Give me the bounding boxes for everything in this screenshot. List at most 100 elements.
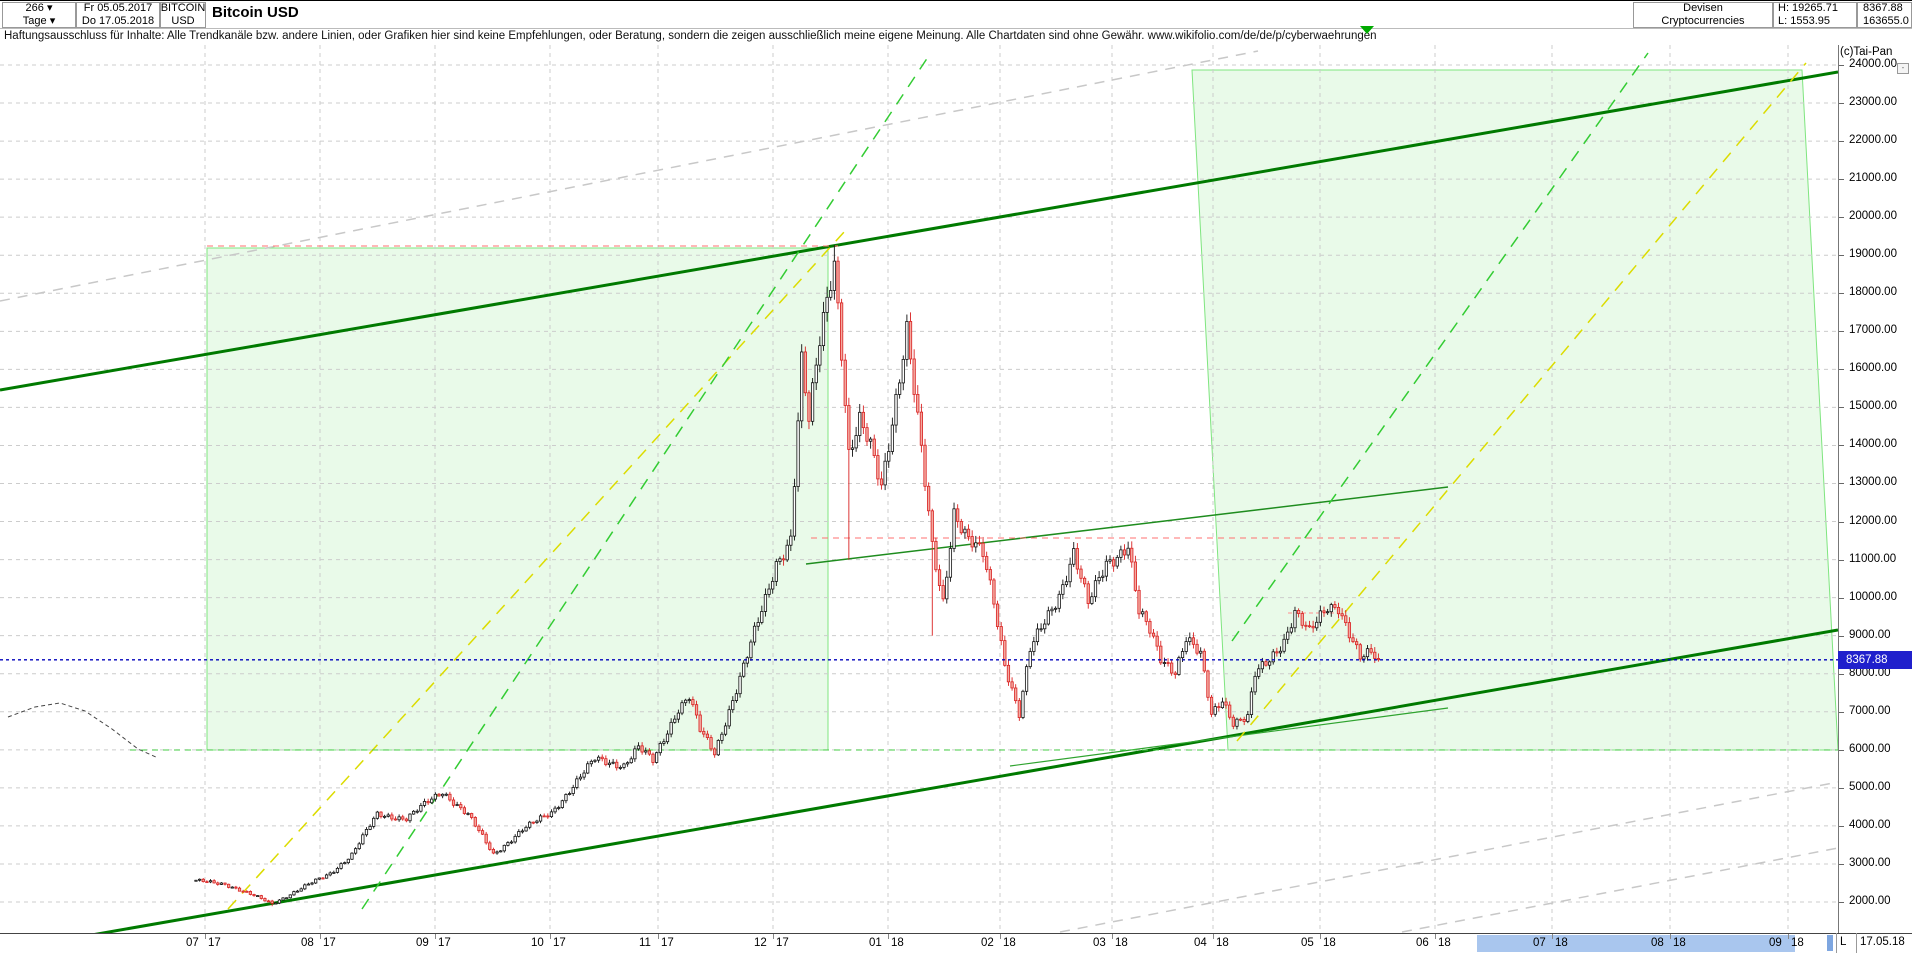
yellow-fan-left <box>227 230 846 910</box>
price-tick <box>1839 217 1844 219</box>
time-tick-year: 18 <box>1323 937 1336 949</box>
time-tick-month: 12 <box>754 937 767 949</box>
price-tick-label: 14000.00 <box>1849 438 1897 451</box>
time-tick-year: 17 <box>553 937 566 949</box>
header-separator <box>0 28 1912 29</box>
category-line1: Devisen <box>1683 2 1723 14</box>
high-value: H: 19265.71 <box>1778 2 1838 14</box>
last-price-cell: 8367.88 163655.0 <box>1857 2 1912 28</box>
time-tick-year: 18 <box>891 937 904 949</box>
time-tick-month: 11 <box>639 937 651 949</box>
price-tick-label: 19000.00 <box>1849 248 1897 261</box>
lower-gray-channel <box>1059 781 1839 933</box>
price-tick-label: 6000.00 <box>1849 742 1891 755</box>
price-tick <box>1839 483 1844 485</box>
time-tick-month: 04 <box>1194 937 1207 949</box>
lower-channel-line <box>0 628 1839 953</box>
time-tick <box>1213 934 1214 939</box>
time-tick-year: 18 <box>1791 937 1804 949</box>
time-tick-year: 17 <box>323 937 336 949</box>
axis-divider <box>1836 933 1837 953</box>
price-tick <box>1839 407 1844 409</box>
time-tick <box>1552 934 1553 939</box>
time-tick-month: 07 <box>186 937 199 949</box>
minimize-icon[interactable]: - <box>1897 63 1909 74</box>
price-tick-label: 17000.00 <box>1849 324 1897 337</box>
price-tick <box>1839 331 1844 333</box>
price-tick <box>1839 825 1844 827</box>
time-range-highlight[interactable] <box>1477 935 1795 952</box>
price-tick <box>1839 749 1844 751</box>
green-fan-left <box>361 56 929 910</box>
price-tick <box>1839 635 1844 637</box>
time-tick <box>435 934 436 939</box>
scroll-thumb[interactable] <box>1827 935 1833 951</box>
chart-canvas[interactable] <box>0 45 1839 953</box>
price-tick-label: 11000.00 <box>1849 552 1897 565</box>
time-tick <box>1000 934 1001 939</box>
time-axis[interactable]: 07 17 08 17 09 17 10 17 11 17 12 17 01 18 02 18 03 18 04 18… <box>0 933 1912 953</box>
price-tick <box>1839 673 1844 675</box>
yellow-fan-right <box>1236 62 1807 742</box>
low-value: L: 1553.95 <box>1778 15 1830 27</box>
chart-marker-icon <box>1360 26 1374 34</box>
date-to: Do 17.05.2018 <box>81 15 155 27</box>
time-tick <box>320 934 321 939</box>
volume-value: 163655.0 <box>1863 15 1909 27</box>
price-axis[interactable]: 2000.00 3000.00 4000.00 5000.00 6000.00 7000.… <box>1838 45 1912 933</box>
time-tick-month: 08 <box>301 937 314 949</box>
period-dropdown[interactable]: Tage ▾ <box>22 15 56 27</box>
last-date-label: 17.05.18 <box>1860 936 1905 948</box>
chevron-down-icon: ▾ <box>49 15 56 27</box>
category-line2: Cryptocurrencies <box>1661 15 1745 27</box>
price-tick-label: 3000.00 <box>1849 856 1891 869</box>
chevron-down-icon: ▾ <box>46 2 53 14</box>
price-tick <box>1839 65 1844 66</box>
candlestick-series <box>194 245 1381 907</box>
price-tick-label: 7000.00 <box>1849 704 1891 717</box>
date-range-cell[interactable]: Fr 05.05.2017 Do 17.05.2018 <box>76 2 160 28</box>
page-title: Bitcoin USD <box>212 4 299 21</box>
symbol-cell[interactable]: BITCOIN USD <box>160 2 206 28</box>
time-tick-year: 17 <box>661 937 674 949</box>
price-tick <box>1839 369 1844 371</box>
upper-gray-channel <box>0 50 1259 302</box>
time-tick <box>550 934 551 939</box>
symbol-name: BITCOIN <box>160 2 206 14</box>
price-tick <box>1839 293 1844 295</box>
date-from: Fr 05.05.2017 <box>83 2 153 14</box>
price-tick-label: 4000.00 <box>1849 818 1891 831</box>
time-tick-month: 09 <box>1769 937 1782 949</box>
price-tick <box>1839 863 1844 865</box>
lower-gray-channel-2 <box>1401 847 1839 933</box>
time-tick-month: 02 <box>981 937 994 949</box>
price-tick <box>1839 559 1844 561</box>
price-tick-label: 2000.00 <box>1849 894 1891 907</box>
price-tick-label: 15000.00 <box>1849 400 1897 413</box>
price-tick-label: 10000.00 <box>1849 590 1897 603</box>
price-tick-label: 18000.00 <box>1849 286 1897 299</box>
price-tick <box>1839 711 1844 713</box>
last-price-value: 8367.88 <box>1863 2 1903 14</box>
time-tick <box>1112 934 1113 939</box>
time-tick-month: 07 <box>1533 937 1546 949</box>
price-tick <box>1839 521 1844 523</box>
time-tick-year: 17 <box>438 937 451 949</box>
time-tick <box>1788 934 1789 939</box>
price-tick-label: 24000.00 <box>1849 58 1897 70</box>
time-tick-month: 03 <box>1093 937 1106 949</box>
time-tick <box>1320 934 1321 939</box>
time-tick-month: 08 <box>1651 937 1664 949</box>
price-tick-label: 5000.00 <box>1849 780 1891 793</box>
header-left-controls: 266 ▾ Tage ▾ <box>2 2 76 28</box>
time-tick-year: 18 <box>1115 937 1128 949</box>
time-tick-year: 18 <box>1555 937 1568 949</box>
time-tick <box>205 934 206 939</box>
time-tick <box>1670 934 1671 939</box>
time-tick-month: 01 <box>869 937 882 949</box>
bars-count-dropdown[interactable]: 266 ▾ <box>25 2 53 14</box>
axis-divider <box>1856 933 1857 953</box>
price-tick-label: 8000.00 <box>1849 666 1891 679</box>
time-tick-month: 05 <box>1301 937 1314 949</box>
